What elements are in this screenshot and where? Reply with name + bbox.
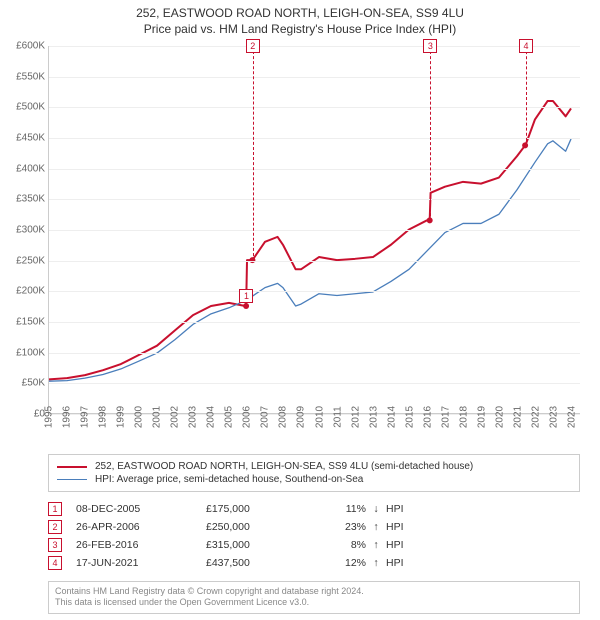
y-axis-label: £50K bbox=[22, 378, 45, 389]
y-axis-label: £150K bbox=[16, 317, 45, 328]
x-axis-label: 2006 bbox=[242, 406, 253, 428]
x-axis-label: 2001 bbox=[152, 406, 163, 428]
table-row: 2 26-APR-2006£250,00023%↑HPI bbox=[48, 518, 580, 536]
x-axis-label: 2000 bbox=[134, 406, 145, 428]
footer-attribution: Contains HM Land Registry data © Crown c… bbox=[48, 581, 580, 614]
legend-swatch bbox=[57, 466, 87, 468]
chart-plot-area: £0£50K£100K£150K£200K£250K£300K£350K£400… bbox=[48, 46, 580, 414]
txn-date: 26-FEB-2016 bbox=[76, 539, 206, 551]
x-axis-label: 2024 bbox=[566, 406, 577, 428]
x-axis-label: 2020 bbox=[494, 406, 505, 428]
legend-label: 252, EASTWOOD ROAD NORTH, LEIGH-ON-SEA, … bbox=[95, 461, 473, 472]
table-row: 4 17-JUN-2021£437,50012%↑HPI bbox=[48, 554, 580, 572]
txn-marker: 2 bbox=[48, 520, 62, 534]
chart-container: 252, EASTWOOD ROAD NORTH, LEIGH-ON-SEA, … bbox=[0, 0, 600, 620]
x-axis-label: 2014 bbox=[386, 406, 397, 428]
x-axis-label: 2017 bbox=[440, 406, 451, 428]
x-axis-label: 2007 bbox=[260, 406, 271, 428]
chart-marker: 4 bbox=[519, 39, 533, 53]
x-axis-label: 2002 bbox=[170, 406, 181, 428]
legend-swatch bbox=[57, 479, 87, 480]
y-axis-label: £450K bbox=[16, 133, 45, 144]
x-axis-label: 1998 bbox=[98, 406, 109, 428]
txn-vs: HPI bbox=[386, 539, 426, 551]
legend-item: 252, EASTWOOD ROAD NORTH, LEIGH-ON-SEA, … bbox=[57, 460, 571, 473]
footer-line: Contains HM Land Registry data © Crown c… bbox=[55, 586, 573, 598]
x-axis-label: 2008 bbox=[278, 406, 289, 428]
chart-marker: 1 bbox=[239, 289, 253, 303]
x-axis-label: 1997 bbox=[80, 406, 91, 428]
title-subtitle: Price paid vs. HM Land Registry's House … bbox=[0, 22, 600, 36]
table-row: 1 08-DEC-2005£175,00011%↓HPI bbox=[48, 500, 580, 518]
txn-vs: HPI bbox=[386, 503, 426, 515]
txn-pct: 12% bbox=[306, 557, 366, 569]
title-address: 252, EASTWOOD ROAD NORTH, LEIGH-ON-SEA, … bbox=[0, 6, 600, 20]
txn-vs: HPI bbox=[386, 521, 426, 533]
x-axis-label: 2018 bbox=[458, 406, 469, 428]
y-axis-label: £200K bbox=[16, 286, 45, 297]
txn-pct: 8% bbox=[306, 539, 366, 551]
txn-price: £437,500 bbox=[206, 557, 306, 569]
legend-item: HPI: Average price, semi-detached house,… bbox=[57, 473, 571, 486]
txn-marker: 1 bbox=[48, 502, 62, 516]
y-axis-label: £100K bbox=[16, 347, 45, 358]
y-axis-label: £550K bbox=[16, 71, 45, 82]
x-axis-label: 2015 bbox=[404, 406, 415, 428]
txn-arrow-icon: ↓ bbox=[366, 503, 386, 515]
y-axis-label: £350K bbox=[16, 194, 45, 205]
chart-marker: 3 bbox=[423, 39, 437, 53]
txn-marker: 4 bbox=[48, 556, 62, 570]
txn-date: 17-JUN-2021 bbox=[76, 557, 206, 569]
x-axis-label: 2012 bbox=[350, 406, 361, 428]
txn-price: £250,000 bbox=[206, 521, 306, 533]
x-axis-label: 2010 bbox=[314, 406, 325, 428]
x-axis-label: 2009 bbox=[296, 406, 307, 428]
x-axis-label: 2004 bbox=[206, 406, 217, 428]
x-axis-label: 2016 bbox=[422, 406, 433, 428]
chart-marker: 2 bbox=[246, 39, 260, 53]
txn-date: 26-APR-2006 bbox=[76, 521, 206, 533]
y-axis-label: £600K bbox=[16, 41, 45, 52]
x-axis-label: 2023 bbox=[548, 406, 559, 428]
txn-arrow-icon: ↑ bbox=[366, 539, 386, 551]
txn-price: £315,000 bbox=[206, 539, 306, 551]
x-axis-label: 2005 bbox=[224, 406, 235, 428]
footer-line: This data is licensed under the Open Gov… bbox=[55, 597, 573, 609]
chart-title: 252, EASTWOOD ROAD NORTH, LEIGH-ON-SEA, … bbox=[0, 0, 600, 36]
txn-vs: HPI bbox=[386, 557, 426, 569]
txn-pct: 23% bbox=[306, 521, 366, 533]
txn-marker: 3 bbox=[48, 538, 62, 552]
x-axis-label: 2013 bbox=[368, 406, 379, 428]
txn-arrow-icon: ↑ bbox=[366, 521, 386, 533]
y-axis-label: £300K bbox=[16, 225, 45, 236]
x-axis-label: 1999 bbox=[116, 406, 127, 428]
txn-arrow-icon: ↑ bbox=[366, 557, 386, 569]
transaction-table: 108-DEC-2005£175,00011%↓HPI226-APR-2006£… bbox=[48, 500, 580, 572]
y-axis-label: £400K bbox=[16, 163, 45, 174]
x-axis-label: 2019 bbox=[476, 406, 487, 428]
x-axis-label: 2022 bbox=[530, 406, 541, 428]
legend-label: HPI: Average price, semi-detached house,… bbox=[95, 474, 363, 485]
txn-price: £175,000 bbox=[206, 503, 306, 515]
x-axis-label: 2021 bbox=[512, 406, 523, 428]
x-axis-label: 2003 bbox=[188, 406, 199, 428]
y-axis-label: £250K bbox=[16, 255, 45, 266]
txn-pct: 11% bbox=[306, 503, 366, 515]
x-axis-label: 1995 bbox=[44, 406, 55, 428]
txn-date: 08-DEC-2005 bbox=[76, 503, 206, 515]
chart-legend: 252, EASTWOOD ROAD NORTH, LEIGH-ON-SEA, … bbox=[48, 454, 580, 492]
table-row: 3 26-FEB-2016£315,0008%↑HPI bbox=[48, 536, 580, 554]
x-axis-label: 2011 bbox=[332, 406, 343, 428]
x-axis-label: 1996 bbox=[62, 406, 73, 428]
y-axis-label: £500K bbox=[16, 102, 45, 113]
